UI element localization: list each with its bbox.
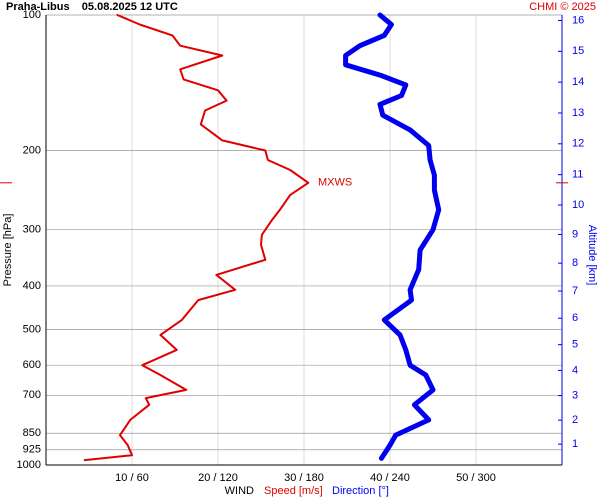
y2-tick-label: 11 [572,169,583,181]
legend-title: WIND [225,485,254,497]
y-axis-label: Pressure [hPa] [2,214,14,287]
y-tick-label: 600 [23,359,41,371]
y2-tick-label: 16 [572,14,584,26]
y-tick-label: 300 [23,224,41,236]
credit: CHMI © 2025 [529,1,596,13]
chart-title: Praha-Libus 05.08.2025 12 UTC [6,1,178,13]
y2-tick-label: 4 [572,364,578,376]
x-tick-label: 50 / 300 [456,472,496,484]
y-tick-label: 925 [23,444,41,456]
x-tick-label: 20 / 120 [198,472,238,484]
legend-entry: Direction [°] [332,485,389,497]
y2-tick-label: 10 [572,199,584,211]
y2-tick-label: 8 [572,257,578,269]
y2-tick-label: 2 [572,414,578,426]
y-tick-label: 400 [23,280,41,292]
y-tick-label: 700 [23,389,41,401]
profile-line [83,14,310,462]
y2-tick-label: 6 [572,312,578,324]
y2-tick-label: 7 [572,285,578,297]
x-tick-label: 40 / 240 [370,472,410,484]
y2-tick-label: 5 [572,339,578,351]
y2-tick-label: 13 [572,107,584,119]
y2-axis-label: Altitude [km] [586,225,598,286]
y-tick-label: 500 [23,323,41,335]
y2-tick-label: 12 [572,138,584,150]
y2-tick-label: 15 [572,45,584,57]
legend-entry: Speed [m/s] [264,485,323,497]
y-tick-label: 200 [23,144,41,156]
y2-tick-label: 9 [572,228,578,240]
profile-line [343,12,442,461]
y2-tick-label: 14 [572,76,584,88]
annotation: MXWS [318,177,352,189]
y-tick-label: 100 [23,9,41,21]
x-tick-label: 10 / 60 [115,472,149,484]
x-tick-label: 30 / 180 [284,472,324,484]
y-tick-label: 1000 [17,459,41,471]
y2-tick-label: 3 [572,390,578,402]
y-tick-label: 850 [23,427,41,439]
y2-tick-label: 1 [572,438,578,450]
